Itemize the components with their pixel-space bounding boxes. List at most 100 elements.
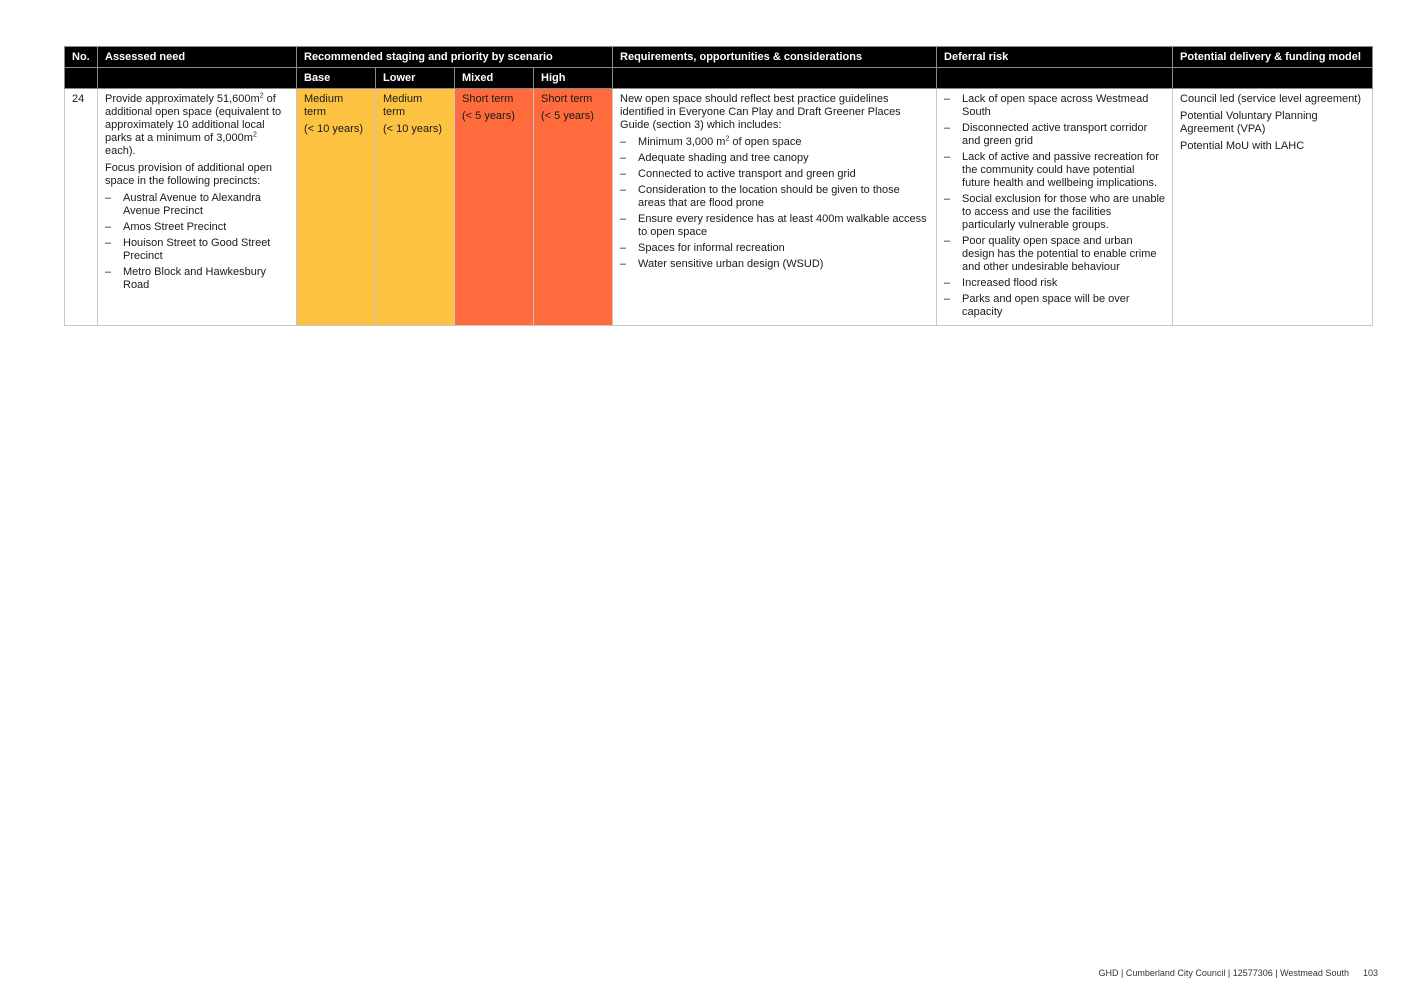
dash-bullet: – (944, 235, 951, 247)
scenario-lower: Lower (375, 67, 455, 89)
staging-range: (< 5 years) (462, 110, 515, 122)
list-item: – Ensure every residence has at least 400… (620, 213, 929, 239)
assessed-needs-table: No. Assessed need Recommended staging an… (64, 46, 1374, 326)
deferral-risk-cell: – Lack of open space across Westmead Sout… (936, 88, 1174, 326)
list-item: – Lack of active and passive recreation f… (944, 151, 1165, 190)
header-assessed-need: Assessed need (97, 46, 297, 68)
need-text: of additional open space (equivalent to … (105, 93, 282, 144)
list-item-text: Water sensitive urban design (WSUD) (638, 258, 824, 270)
requirements-list: – Minimum 3,000 m2 of open space – Adequat… (620, 135, 929, 271)
header-staging: Recommended staging and priority by scen… (295, 46, 614, 68)
list-item: – Adequate shading and tree canopy (620, 152, 929, 165)
header-requirements: Requirements, opportunities & considerat… (612, 46, 938, 68)
precinct-list: – Austral Avenue to Alexandra Avenue Prec… (105, 192, 289, 292)
header-row: No. Assessed need Recommended staging an… (64, 46, 1374, 68)
subheader-blank (936, 67, 1174, 89)
staging-high: Short term (< 5 years) (532, 88, 614, 326)
list-item-text: Austral Avenue to Alexandra Avenue Preci… (123, 192, 262, 217)
list-item-text: Adequate shading and tree canopy (638, 152, 809, 164)
staging-term: Medium term (383, 93, 423, 118)
list-item-text: Ensure every residence has at least 400m… (638, 213, 927, 238)
list-item: – Minimum 3,000 m2 of open space (620, 135, 929, 149)
dash-bullet: – (944, 122, 951, 134)
page-number: 103 (1362, 968, 1378, 978)
dash-bullet: – (105, 192, 112, 204)
staging-range: (< 10 years) (383, 123, 442, 135)
list-item-text: Poor quality open space and urban design… (962, 235, 1157, 273)
row-number: 24 (64, 88, 98, 326)
subheader-row: Base Lower Mixed High (64, 67, 1374, 89)
dash-bullet: – (620, 213, 627, 225)
dash-bullet: – (944, 277, 951, 289)
dash-bullet: – (105, 221, 112, 233)
header-delivery-model: Potential delivery & funding model (1172, 46, 1374, 68)
list-item-text: Connected to active transport and green … (638, 168, 856, 180)
subheader-blank (612, 67, 938, 89)
dash-bullet: – (105, 237, 112, 249)
list-item: – Poor quality open space and urban desig… (944, 235, 1165, 274)
dash-bullet: – (620, 136, 627, 148)
list-item: – Connected to active transport and green… (620, 168, 929, 181)
list-item-text: Lack of open space across Westmead South (962, 93, 1149, 118)
subheader-blank (64, 67, 98, 89)
staging-term: Medium term (304, 93, 344, 118)
list-item: – Increased flood risk (944, 277, 1165, 290)
list-item-text: Consideration to the location should be … (638, 184, 900, 209)
dash-bullet: – (944, 93, 951, 105)
superscript: 2 (725, 135, 730, 143)
list-item-text: Amos Street Precinct (123, 221, 227, 233)
list-item-text: of open space (729, 136, 802, 148)
list-item-text: Increased flood risk (962, 277, 1058, 289)
requirements-cell: New open space should reflect best pract… (612, 88, 938, 326)
list-item: – Water sensitive urban design (WSUD) (620, 258, 929, 271)
list-item-text: Minimum 3,000 m (638, 136, 726, 148)
staging-base: Medium term (< 10 years) (296, 88, 376, 326)
need-paragraph-1: Provide approximately 51,600m2 of additi… (105, 92, 289, 158)
list-item-text: Lack of active and passive recreation fo… (962, 151, 1159, 189)
assessed-need-cell: Provide approximately 51,600m2 of additi… (97, 88, 297, 326)
list-item: – Social exclusion for those who are unab… (944, 193, 1165, 232)
dash-bullet: – (620, 152, 627, 164)
dash-bullet: – (620, 242, 627, 254)
staging-mixed: Short term (< 5 years) (454, 88, 534, 326)
header-deferral-risk: Deferral risk (936, 46, 1174, 68)
list-item: – Houison Street to Good Street Precinct (105, 237, 289, 263)
staging-range: (< 5 years) (541, 110, 594, 122)
list-item: – Parks and open space will be over capac… (944, 293, 1165, 319)
staging-term: Short term (462, 93, 514, 105)
list-item: – Disconnected active transport corridor … (944, 122, 1165, 148)
list-item-text: Houison Street to Good Street Precinct (123, 237, 271, 262)
dash-bullet: – (105, 266, 112, 278)
scenario-high: High (532, 67, 614, 89)
footer-text: GHD | Cumberland City Council | 12577306… (1098, 968, 1349, 978)
list-item-text: Parks and open space will be over capaci… (962, 293, 1130, 318)
superscript: 2 (259, 92, 264, 100)
delivery-item: Council led (service level agreement) (1180, 93, 1361, 105)
scenario-mixed: Mixed (454, 67, 534, 89)
staging-range: (< 10 years) (304, 123, 363, 135)
dash-bullet: – (620, 168, 627, 180)
delivery-item: Potential Voluntary Planning Agreement (… (1180, 110, 1318, 135)
deferral-risk-list: – Lack of open space across Westmead Sout… (944, 93, 1165, 319)
header-no: No. (64, 46, 98, 68)
list-item: – Spaces for informal recreation (620, 242, 929, 255)
list-item: – Consideration to the location should be… (620, 184, 929, 210)
delivery-model-cell: Council led (service level agreement) Po… (1172, 88, 1374, 326)
list-item-text: Social exclusion for those who are unabl… (962, 193, 1166, 231)
staging-term: Short term (541, 93, 593, 105)
requirements-intro: New open space should reflect best pract… (620, 93, 901, 131)
superscript: 2 (252, 131, 257, 139)
list-item-text: Metro Block and Hawkesbury Road (123, 266, 267, 291)
table-row: 24 Provide approximately 51,600m2 of add… (64, 88, 1374, 326)
list-item: – Lack of open space across Westmead Sout… (944, 93, 1165, 119)
list-item: – Austral Avenue to Alexandra Avenue Prec… (105, 192, 289, 218)
list-item-text: Disconnected active transport corridor a… (962, 122, 1148, 147)
dash-bullet: – (944, 293, 951, 305)
dash-bullet: – (620, 258, 627, 270)
need-paragraph-2: Focus provision of additional open space… (105, 162, 272, 187)
list-item-text: Spaces for informal recreation (638, 242, 785, 254)
dash-bullet: – (944, 193, 951, 205)
need-text: Provide approximately 51,600m (105, 93, 260, 105)
subheader-blank (97, 67, 297, 89)
delivery-item: Potential MoU with LAHC (1180, 140, 1305, 152)
